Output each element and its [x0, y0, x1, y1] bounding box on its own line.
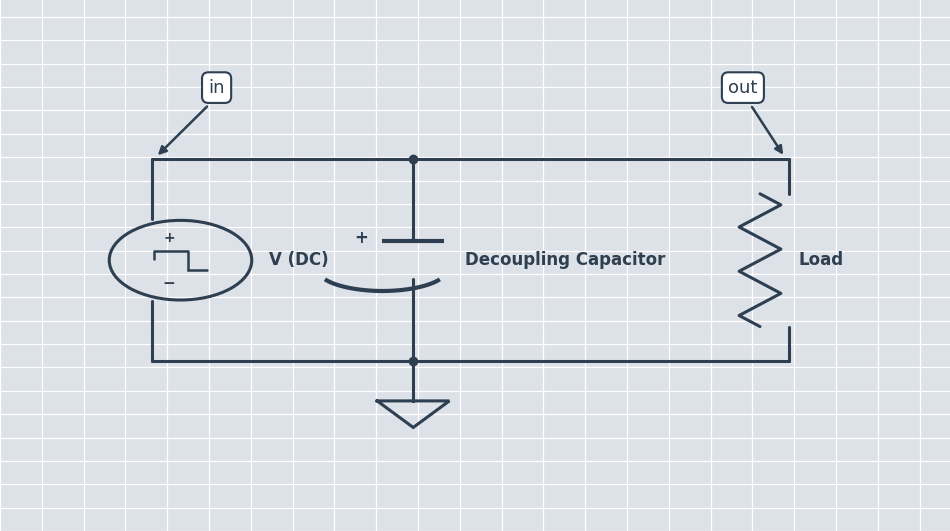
Text: +: + [354, 229, 369, 247]
Text: +: + [163, 231, 175, 245]
Text: Decoupling Capacitor: Decoupling Capacitor [466, 251, 665, 269]
Text: V (DC): V (DC) [269, 251, 329, 269]
Text: out: out [729, 79, 757, 97]
Text: −: − [162, 276, 176, 291]
Text: in: in [208, 79, 225, 97]
Text: Load: Load [798, 251, 844, 269]
